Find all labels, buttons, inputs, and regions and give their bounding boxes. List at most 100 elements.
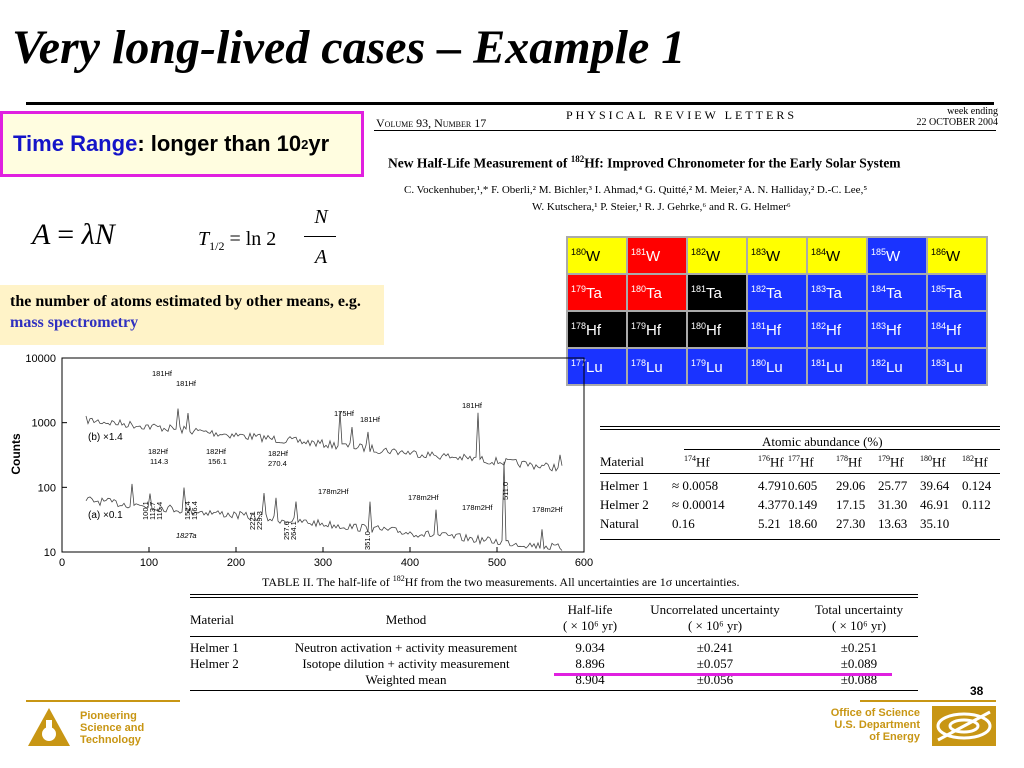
nuclide-cell: 182Ta <box>746 273 808 312</box>
abundance-body: Helmer 1 ≈ 0.0058 4.791 0.605 29.06 25.77 39.6… <box>600 478 1002 538</box>
element-symbol: Lu <box>646 358 663 376</box>
mass-number: 186 <box>931 246 947 257</box>
abundance-cell: ≈ 0.00014 <box>672 497 725 512</box>
hl-cell: 8.896 <box>575 656 605 671</box>
nuclide-row: 180W 181W 182W 183W 184W 185W 186W <box>566 236 988 275</box>
mass-number: 185 <box>871 246 887 257</box>
mass-number: 181 <box>631 246 647 257</box>
footer-right-text: Office of Science U.S. Department of Ene… <box>800 707 920 743</box>
hl-body: Helmer 1 Neutron activation + activity me… <box>190 640 920 690</box>
hl-cell: Weighted mean <box>365 672 447 687</box>
hl-cell: Isotope dilution + activity measurement <box>302 656 510 671</box>
element-symbol: Hf <box>706 321 722 339</box>
peak-label: 175Hf <box>334 409 355 418</box>
abundance-cell: 35.10 <box>920 516 950 531</box>
hl-header: Material Method Half-life( × 10⁶ yr) Uncorr… <box>190 600 920 636</box>
abundance-cell: 0.605 <box>788 478 818 493</box>
hl-cell: ±0.241 <box>696 640 734 655</box>
nuclide-cell: 179Ta <box>566 273 628 312</box>
highlight-underline <box>554 673 892 676</box>
hl-cell: Helmer 2 <box>190 656 239 671</box>
time-range-box: Time Range: longer than 10 2 yr <box>0 111 364 177</box>
mass-number: 183 <box>751 246 767 257</box>
element-symbol: Ta <box>946 284 962 302</box>
y-axis-ticks: 10000 1000 100 10 <box>25 353 67 559</box>
spectrum-trace-a <box>85 461 563 551</box>
nuclide-cell: 179Lu <box>686 347 748 386</box>
mass-number: 181 <box>691 283 707 294</box>
hl-col-header: Half-life <box>567 602 613 617</box>
gamma-spectrum-plot: Counts 10000 1000 100 10 0 100 200 300 400 500 60… <box>9 353 593 569</box>
time-range-unit: yr <box>308 131 330 156</box>
element-symbol: Ta <box>886 284 902 302</box>
mass-number: 180 <box>691 320 707 331</box>
y-tick-label: 100 <box>38 482 56 494</box>
element-symbol: Hf <box>646 321 662 339</box>
doe-orbit-inner <box>948 718 980 734</box>
formula-t-numerator: N <box>314 206 328 228</box>
nuclide-cell: 182Lu <box>866 347 928 386</box>
hl-cell: ±0.089 <box>840 656 878 671</box>
doe-logo-icon <box>932 706 996 746</box>
hl-col-unit: ( × 10⁶ yr) <box>687 618 743 633</box>
abundance-cell: 27.30 <box>836 516 866 531</box>
element-symbol: Hf <box>766 321 782 339</box>
paper-volume: Volume 93, Number 17 <box>376 116 487 130</box>
trace-b-label: (b) ×1.4 <box>88 432 123 443</box>
y-axis-label: Counts <box>9 433 23 475</box>
paper-header: Volume 93, Number 17 PHYSICAL REVIEW LET… <box>372 104 1000 234</box>
time-range-exponent: 2 <box>301 136 309 152</box>
mass-spectrometry-link[interactable]: mass spectrometry <box>10 314 139 331</box>
x-tick-label: 200 <box>227 557 245 569</box>
footer-left-text: Pioneering Science and Technology <box>80 710 144 746</box>
element-symbol: Hf <box>946 321 962 339</box>
peak-label: 156.4 <box>190 501 199 520</box>
peak-label: 182Hf <box>268 449 289 458</box>
mass-number: 181 <box>811 357 827 368</box>
time-range-text: : longer than 10 <box>137 131 302 156</box>
y-tick-label: 10 <box>44 547 56 559</box>
activity-formula: A = λN <box>32 218 115 252</box>
abundance-header-row: Material 174Hf 176Hf 177Hf 178Hf 179Hf 180Hf 18… <box>600 452 1002 472</box>
hl-rule-top2 <box>190 597 918 598</box>
mass-number: 182 <box>751 283 767 294</box>
abundance-cell: Natural <box>600 516 639 531</box>
element-symbol: Lu <box>946 358 963 376</box>
logo-bar <box>46 720 52 730</box>
x-tick-label: 400 <box>401 557 419 569</box>
hl-cell: ±0.251 <box>840 640 878 655</box>
hl-col-header: Method <box>385 612 427 627</box>
peak-label: 229.3 <box>255 511 264 530</box>
mass-number: 179 <box>631 320 647 331</box>
abundance-col-header: 180Hf <box>920 454 946 470</box>
nuclide-row: 177Lu 178Lu 179Lu 180Lu 181Lu 182Lu 183Lu <box>566 347 988 386</box>
abundance-cell: 39.64 <box>920 478 950 493</box>
mass-number: 184 <box>871 283 887 294</box>
abundance-col-header: 182Hf <box>962 454 988 470</box>
nuclide-cell: 183Ta <box>806 273 868 312</box>
mass-number: 182 <box>871 357 887 368</box>
peak-label: 264.1 <box>289 521 298 540</box>
nuclide-cell: 184Ta <box>866 273 928 312</box>
formula-a-lhs: A <box>32 218 50 251</box>
nuclide-cell: 181Ta <box>686 273 748 312</box>
footer-rule-right <box>860 700 996 702</box>
mass-number: 182 <box>811 320 827 331</box>
week-date: 22 OCTOBER 2004 <box>916 117 999 128</box>
element-symbol: W <box>826 247 841 265</box>
hl-col-header: Total uncertainty <box>814 602 904 617</box>
formula-t-denominator: A <box>314 246 328 268</box>
footer-right-line-2: U.S. Department <box>834 719 920 731</box>
mass-number: 179 <box>691 357 707 368</box>
abundance-rule-top <box>600 426 1000 427</box>
element-symbol: Ta <box>706 284 722 302</box>
week-ending: week ending <box>947 106 998 117</box>
peak-label: 270.4 <box>268 459 287 468</box>
formula-a-lambda: λ <box>81 218 95 251</box>
peak-label: 181Hf <box>462 401 483 410</box>
peak-label: 351.0 <box>363 531 372 550</box>
hl-cell: ±0.057 <box>696 656 734 671</box>
nuclide-cell: 181Hf <box>746 310 808 349</box>
peak-label: 178m2Hf <box>462 503 493 512</box>
abundance-col-header: 177Hf <box>788 454 814 470</box>
